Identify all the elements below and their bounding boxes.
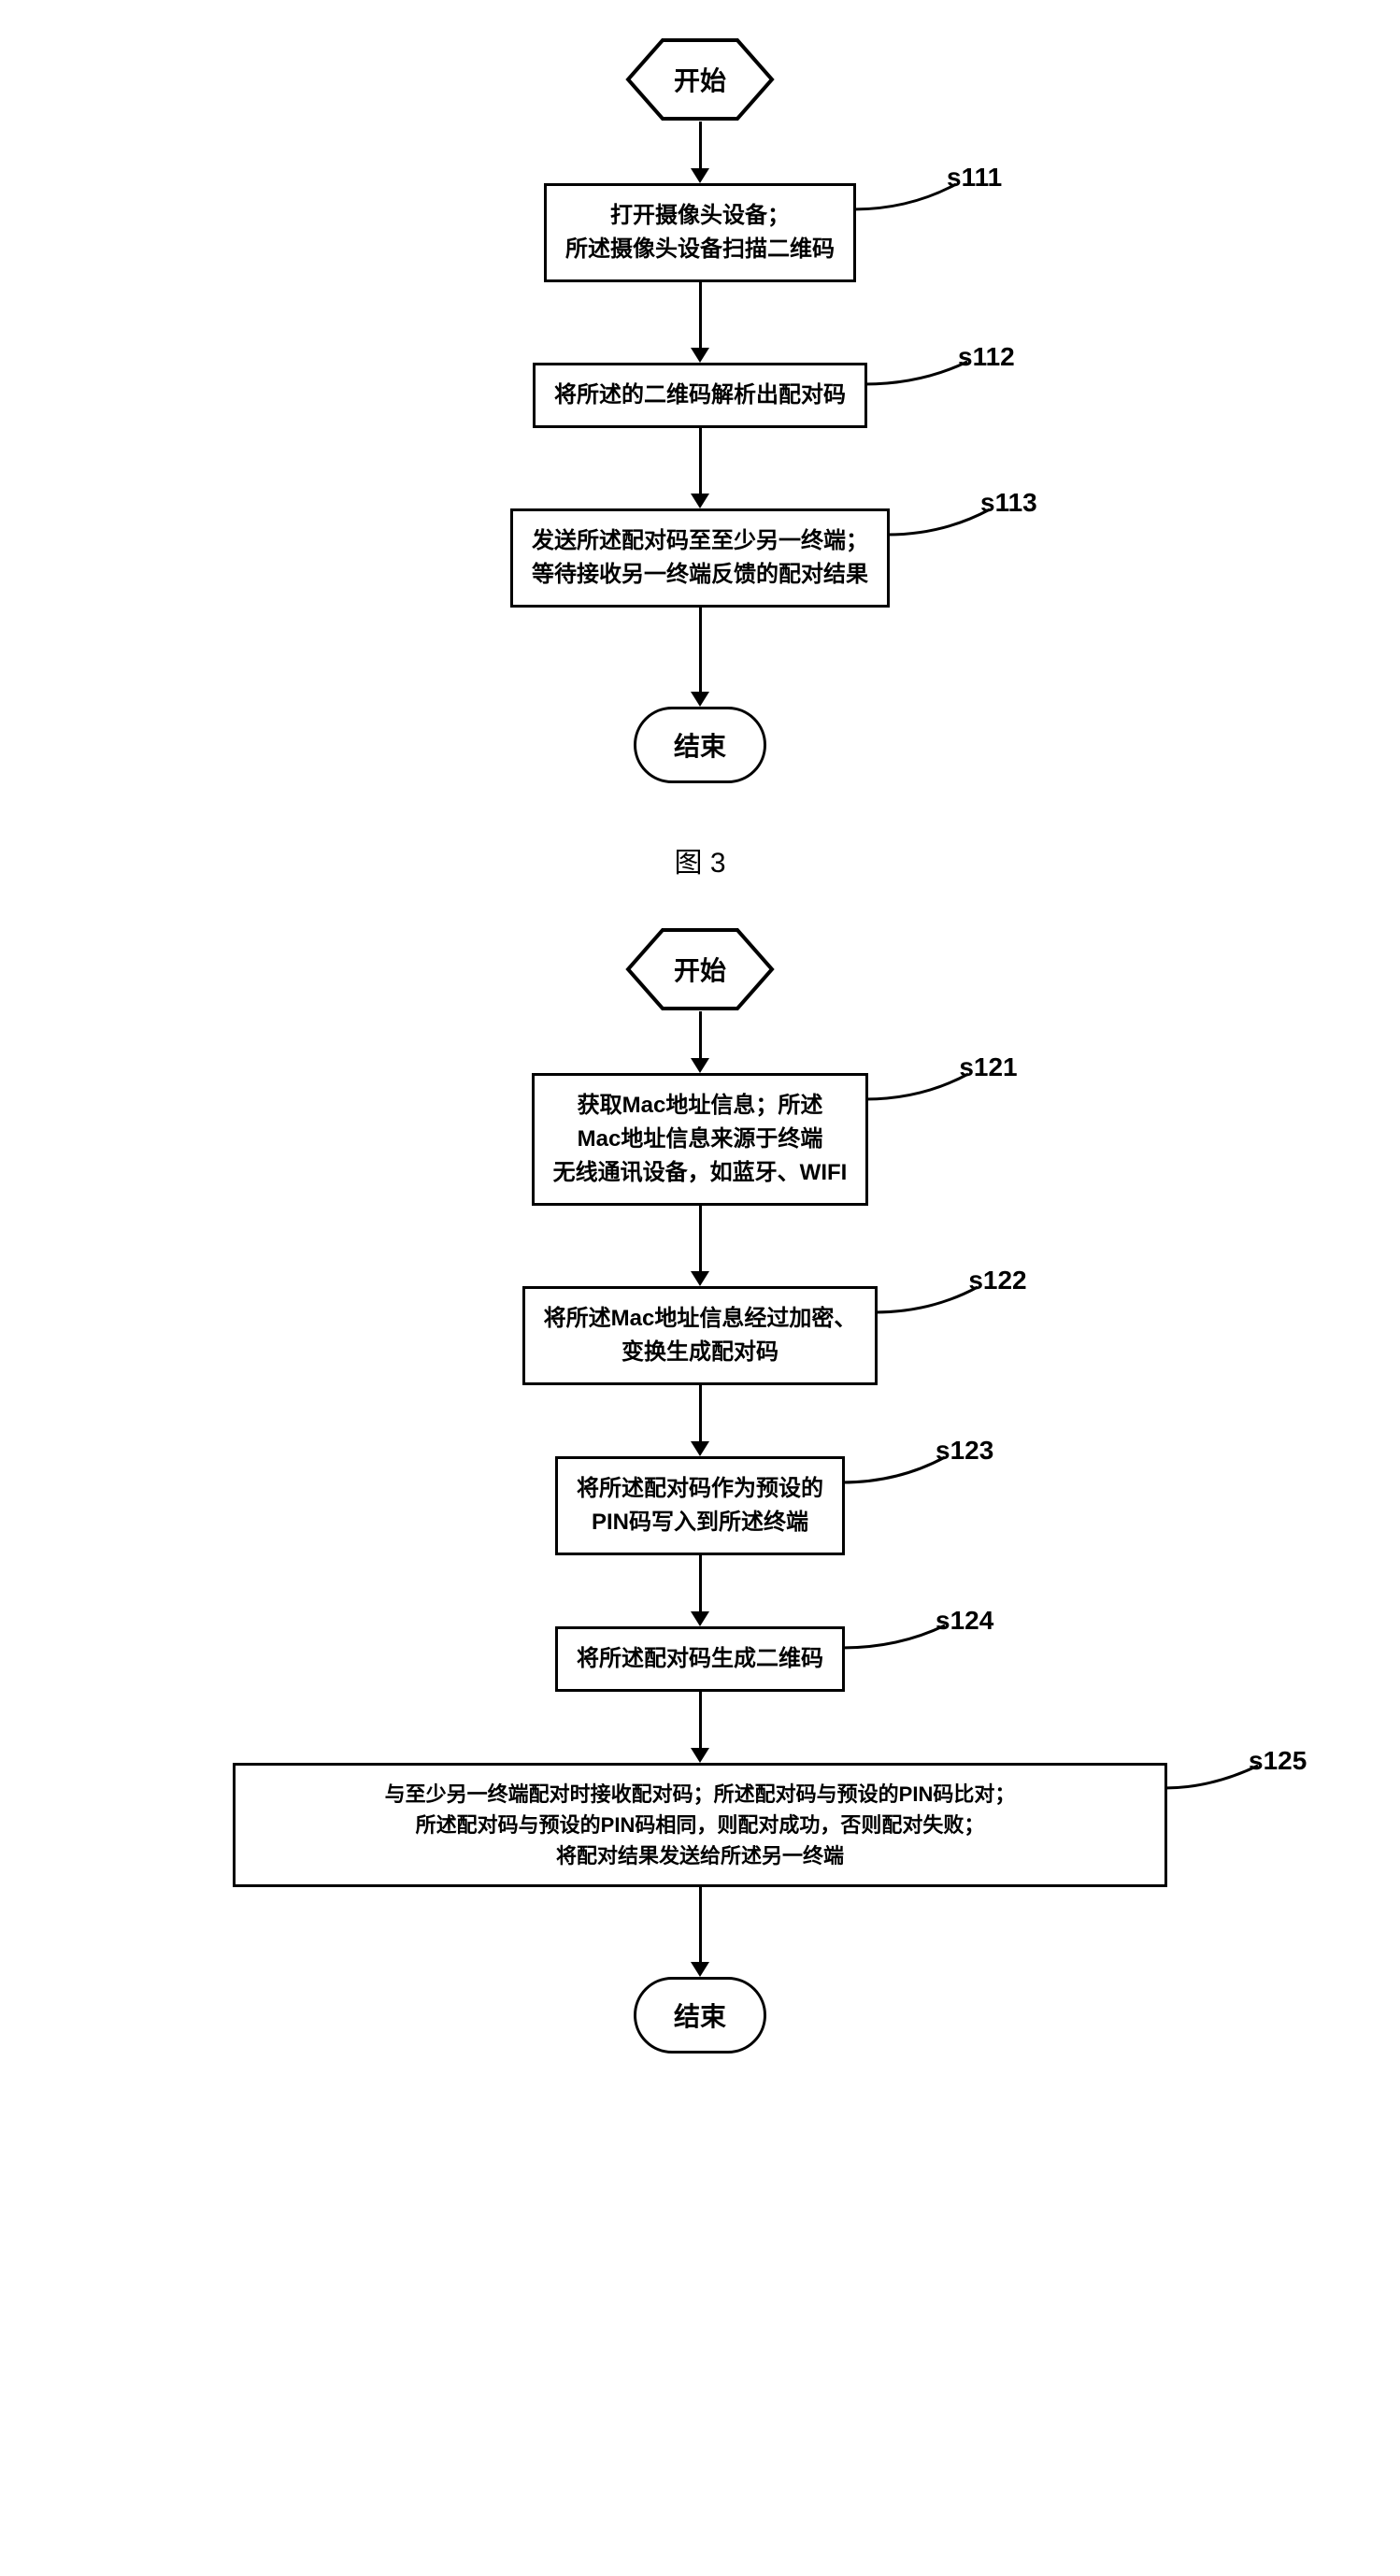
process-line: 所述配对码与预设的PIN码相同，则配对成功，否则配对失败； [416, 1813, 985, 1837]
process-s124: 将所述配对码生成二维码 s124 [555, 1626, 845, 1692]
step-id-label: s111 [947, 158, 1002, 197]
end-terminator: 结束 [634, 707, 766, 783]
start-label: 开始 [674, 61, 726, 98]
start-terminator: 开始 [625, 37, 775, 122]
flow-arrow [691, 1206, 709, 1286]
process-s113: 发送所述配对码至至少另一终端； 等待接收另一终端反馈的配对结果 s113 [510, 508, 890, 608]
flow-arrow [691, 608, 709, 707]
start-terminator: 开始 [625, 927, 775, 1011]
flow-arrow [691, 1555, 709, 1626]
step-id-label: s122 [968, 1261, 1026, 1300]
flow-arrow [691, 1887, 709, 1977]
flowchart-figure-3: 开始 打开摄像头设备； 所述摄像头设备扫描二维码 s111 将所述的二维码解析出… [19, 37, 1381, 783]
process-s122: 将所述Mac地址信息经过加密、 变换生成配对码 s122 [522, 1286, 879, 1385]
figure-caption: 图 3 [674, 839, 725, 880]
process-line: Mac地址信息来源于终端 [578, 1126, 823, 1152]
flow-arrow [691, 1385, 709, 1456]
end-label: 结束 [674, 732, 726, 761]
process-line: 将所述配对码作为预设的 [577, 1476, 823, 1501]
step-id-label: s121 [959, 1048, 1017, 1087]
process-s112: 将所述的二维码解析出配对码 s112 [533, 363, 867, 428]
flow-arrow [691, 1011, 709, 1073]
flow-arrow [691, 122, 709, 183]
process-line: 等待接收另一终端反馈的配对结果 [532, 562, 868, 587]
flow-arrow [691, 282, 709, 363]
flow-arrow [691, 428, 709, 508]
process-line: 无线通讯设备，如蓝牙、WIFI [553, 1160, 848, 1185]
process-line: 变换生成配对码 [621, 1339, 779, 1365]
step-id-label: s124 [936, 1601, 993, 1640]
process-line: 所述摄像头设备扫描二维码 [565, 236, 835, 262]
flow-arrow [691, 1692, 709, 1763]
process-line: PIN码写入到所述终端 [592, 1510, 808, 1535]
process-s125: 与至少另一终端配对时接收配对码；所述配对码与预设的PIN码比对； 所述配对码与预… [233, 1763, 1167, 1887]
end-label: 结束 [674, 2002, 726, 2031]
flowchart-figure-4: 开始 获取Mac地址信息；所述 Mac地址信息来源于终端 无线通讯设备，如蓝牙、… [19, 927, 1381, 2054]
process-line: 发送所述配对码至至少另一终端； [532, 528, 868, 553]
process-s121: 获取Mac地址信息；所述 Mac地址信息来源于终端 无线通讯设备，如蓝牙、WIF… [532, 1073, 869, 1206]
step-id-label: s113 [980, 483, 1037, 522]
process-line: 将所述配对码生成二维码 [577, 1646, 823, 1671]
process-line: 将配对结果发送给所述另一终端 [556, 1844, 844, 1868]
process-line: 打开摄像头设备； [610, 203, 790, 228]
process-line: 将所述Mac地址信息经过加密、 [544, 1306, 857, 1331]
process-line: 与至少另一终端配对时接收配对码；所述配对码与预设的PIN码比对； [385, 1782, 1016, 1806]
process-s123: 将所述配对码作为预设的 PIN码写入到所述终端 s123 [555, 1456, 845, 1555]
step-id-label: s112 [958, 337, 1015, 377]
start-label: 开始 [674, 951, 726, 988]
step-id-label: s123 [936, 1431, 993, 1470]
end-terminator: 结束 [634, 1977, 766, 2054]
process-line: 获取Mac地址信息；所述 [578, 1093, 823, 1118]
process-line: 将所述的二维码解析出配对码 [554, 382, 846, 408]
process-s111: 打开摄像头设备； 所述摄像头设备扫描二维码 s111 [544, 183, 856, 282]
step-id-label: s125 [1249, 1741, 1307, 1781]
